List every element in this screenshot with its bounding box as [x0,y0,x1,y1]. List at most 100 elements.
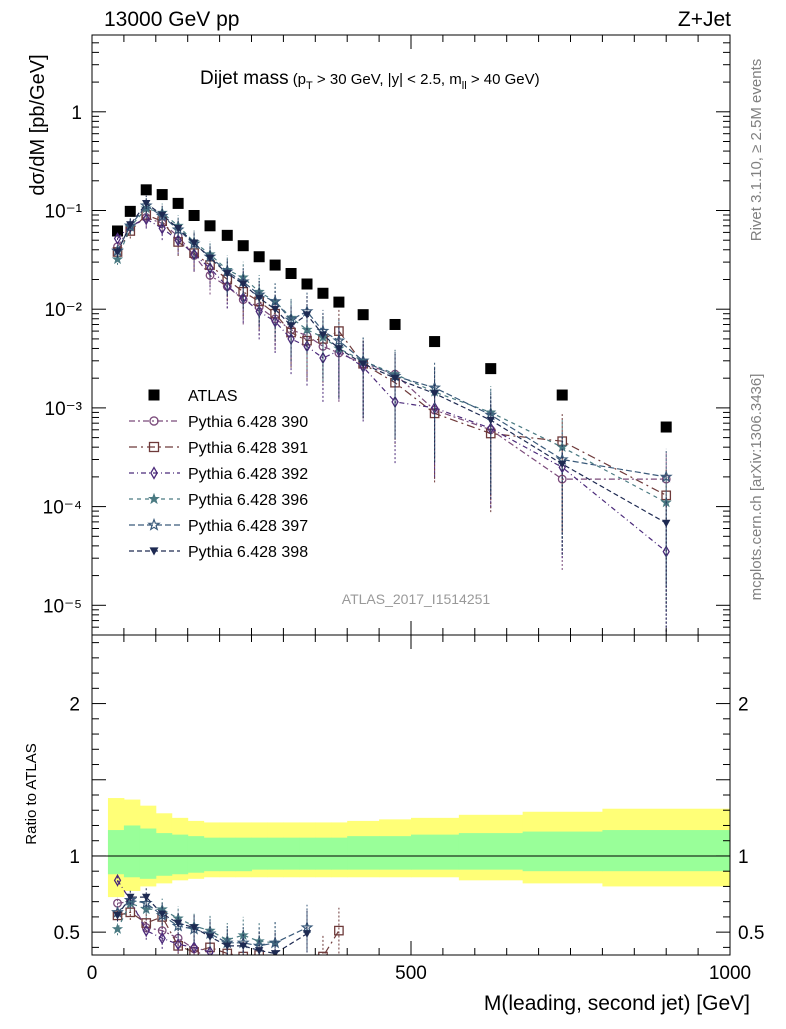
legend-label: Pythia 6.428 391 [188,440,308,457]
uncertainty-band-inner [283,837,300,870]
series-line [117,218,667,553]
ratio-point [111,923,124,934]
ratio-point [239,962,247,970]
ratio-series-line [117,896,308,955]
ratio-y-tick-label-right: 0.5 [738,923,764,944]
data-point [659,469,673,483]
uncertainty-band-inner [522,831,603,872]
main-panel [111,184,673,635]
legend-entry: Pythia 6.428 391 [129,440,308,457]
data-point [390,374,400,383]
uncertainty-band-inner [299,837,316,870]
uncertainty-band-inner [203,837,221,872]
data-point [254,294,264,303]
legend-marker [148,492,160,505]
uncertainty-band-inner [235,837,252,872]
data-point [332,333,346,347]
uncertainty-band-inner [107,830,125,875]
data-point [189,239,199,248]
uncertainty-band-inner [347,836,380,870]
data-point [485,363,497,375]
legend-entry: Pythia 6.428 398 [129,544,308,561]
data-point [142,200,151,208]
data-point [556,389,568,401]
data-point [158,221,166,235]
ratio-point [255,959,263,967]
ratio-point [239,942,248,951]
ratio-point [189,924,199,932]
ratio-point [300,920,314,933]
data-point [124,205,136,217]
collision-label: 13000 GeV pp [104,8,239,31]
legend-marker [149,547,159,556]
legend: ATLAS Pythia 6.428 390 Pythia 6.428 391 Pyt… [129,388,308,561]
uncertainty-band-inner [219,837,237,872]
data-point [237,240,249,252]
data-point [112,225,124,237]
process-label: Z+Jet [678,8,731,31]
ratio-axes: 0.5 0.5 1 1 2 2 0 500 1000 [54,635,764,984]
x-axis-title: M(leading, second jet) [GeV] [484,992,750,1015]
ratio-point [173,919,183,928]
main-y-tick-label: 10⁻⁴ [43,498,82,519]
data-point [318,331,328,340]
ratio-point [302,930,312,938]
ratio-point [157,910,167,919]
data-point [142,212,150,226]
legend-entry: Pythia 6.428 396 [129,492,308,509]
data-point [239,280,248,289]
data-point [284,313,298,326]
legend-entry: Pythia 6.428 392 [129,466,308,483]
legend-marker [147,517,161,531]
data-point [205,254,215,263]
data-point [270,305,280,314]
data-point [271,315,279,328]
series-line [116,214,667,496]
x-tick-label: 1000 [709,963,751,984]
ratio-y-tick-label: 1 [69,847,80,868]
ratio-series-line [117,901,204,955]
legend-label: Pythia 6.428 397 [188,518,308,535]
series-pythia-6-428-398 [113,195,671,632]
legend-entry: Pythia 6.428 390 [129,414,308,431]
data-point [389,318,401,330]
data-point [662,519,671,528]
legend-marker [148,389,160,401]
legend-label: ATLAS [188,388,238,405]
data-point [113,248,122,257]
ratio-y-tick-label-right: 2 [738,695,749,716]
ratio-series-line [116,902,276,944]
ratio-point [142,893,151,902]
main-y-tick-label: 10⁻² [45,300,83,321]
rivet-version-label: Rivet 3.1.10, ≥ 2.5M events [748,59,765,242]
data-point [302,311,312,319]
ratio-point [174,938,182,951]
series-line [116,202,667,524]
legend-entry: ATLAS [148,388,238,405]
data-point [204,220,216,232]
ratio-point [254,947,264,955]
ratio-point [113,912,122,920]
ratio-point [223,942,232,951]
data-point [126,221,135,229]
data-point [113,232,122,245]
legend-label: Pythia 6.428 390 [188,414,308,431]
ratio-y-tick-label: 2 [69,695,80,716]
main-y-tick-label: 1 [71,103,82,124]
ratio-point [270,950,280,955]
ratio-point [272,962,278,972]
ratio-y-tick-label-right: 1 [738,847,749,868]
uncertainty-band-inner [331,837,348,870]
data-point [429,336,441,348]
ratio-point [142,924,150,937]
ratio-point [190,941,198,954]
legend-label: Pythia 6.428 398 [188,544,308,561]
main-y-tick-label: 10⁻¹ [45,201,83,222]
x-tick-label: 500 [395,963,427,984]
data-point [188,209,200,221]
uncertainty-band-inner [123,825,141,878]
uncertainty-band-inner [251,837,268,870]
series-line [116,207,667,504]
series-atlas [112,184,672,433]
